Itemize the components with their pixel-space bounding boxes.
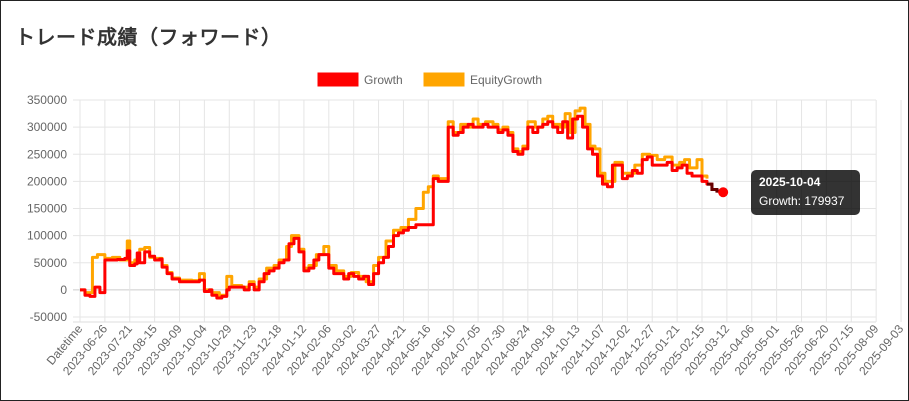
y-tick-label: 250000	[27, 147, 67, 161]
tooltip-date: 2025-10-04	[759, 175, 821, 189]
y-tick-label: 50000	[34, 256, 68, 270]
y-tick-label: 0	[60, 283, 67, 297]
series-line-growth	[80, 114, 725, 300]
tooltip-value: Growth: 179937	[759, 194, 845, 208]
y-tick-label: -50000	[30, 310, 68, 324]
y-tick-label: 150000	[27, 202, 67, 216]
page-title: トレード成績（フォワード）	[15, 25, 282, 49]
series-line-equitygrowth	[80, 106, 709, 297]
y-tick-label: 100000	[27, 229, 67, 243]
legend-swatch-growth	[317, 72, 359, 87]
legend-swatch-equitygrowth	[423, 72, 465, 87]
y-tick-label: 300000	[27, 120, 67, 134]
y-tick-label: 350000	[27, 93, 67, 107]
legend-label-growth: Growth	[364, 73, 403, 87]
y-tick-label: 200000	[27, 174, 67, 188]
legend-label-equitygrowth: EquityGrowth	[470, 73, 542, 87]
data-point-hover	[718, 187, 729, 198]
tooltip-box	[751, 170, 860, 215]
